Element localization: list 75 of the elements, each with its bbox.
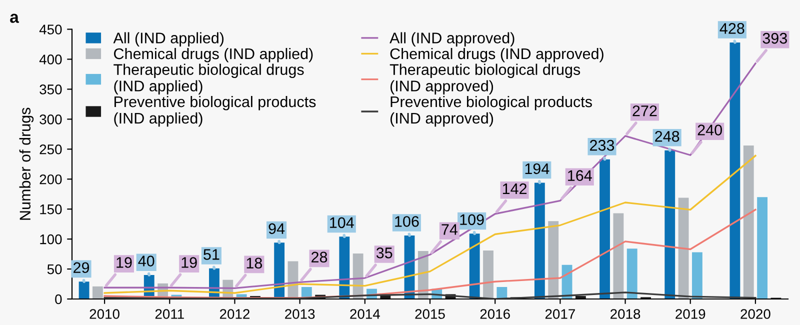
legend-label: Therapeutic biological drugs (IND applied) — [114, 64, 304, 94]
data-label: 233 — [590, 140, 614, 151]
legend-label: Chemical drugs (IND approved) — [390, 48, 604, 62]
x-tick-label: 2014 — [350, 309, 380, 319]
y-tick-label: 350 — [40, 84, 62, 94]
data-label: 109 — [460, 214, 484, 226]
y-tick-label: 0 — [55, 294, 62, 304]
bar — [339, 236, 350, 299]
data-label: 428 — [720, 23, 744, 34]
data-label: 18 — [246, 258, 262, 269]
bar — [692, 252, 702, 299]
y-tick-label: 250 — [40, 144, 62, 154]
line-series — [104, 154, 756, 294]
data-label: 106 — [395, 216, 419, 227]
data-label: 19 — [116, 257, 132, 268]
data-label: 240 — [698, 124, 722, 136]
data-label: 142 — [502, 183, 527, 194]
x-tick-label: 2015 — [415, 309, 445, 319]
data-label: 28 — [312, 252, 328, 263]
bar — [483, 250, 494, 299]
x-tick-label: 2018 — [610, 309, 640, 319]
data-label: 74 — [442, 224, 458, 235]
x-tick-label: 2013 — [285, 309, 315, 319]
bar — [274, 242, 285, 299]
legend-label: All (IND applied) — [113, 32, 224, 46]
y-tick-label: 150 — [40, 204, 62, 214]
bar — [757, 197, 768, 299]
y-axis-title: Number of drugs — [19, 108, 34, 220]
bar — [469, 234, 480, 299]
legend-label: Therapeutic biological drugs (IND approved) — [390, 64, 580, 94]
y-tick-label: 200 — [40, 174, 62, 184]
text: a — [10, 14, 19, 23]
bar — [626, 248, 638, 299]
y-tick-label: 400 — [39, 54, 62, 64]
bar — [92, 286, 103, 299]
bar — [496, 287, 508, 299]
bar — [743, 146, 754, 299]
x-tick-label: 2012 — [220, 309, 250, 319]
data-label: 29 — [74, 262, 90, 274]
x-tick-label: 2019 — [676, 309, 706, 319]
data-label: 51 — [204, 249, 220, 260]
data-label: 19 — [182, 257, 197, 268]
y-tick-label: 50 — [47, 264, 62, 274]
data-label: 164 — [568, 170, 592, 182]
data-label: 194 — [525, 163, 550, 174]
data-label: 35 — [376, 248, 392, 258]
bar — [664, 150, 676, 299]
x-tick-label: 2017 — [545, 309, 575, 319]
data-label: 94 — [268, 223, 285, 234]
bar — [548, 221, 559, 299]
x-tick-label: 2011 — [155, 309, 184, 319]
x-tick-label: 2010 — [90, 309, 120, 319]
data-label: 248 — [655, 130, 680, 142]
bar — [534, 182, 545, 299]
x-tick-label: 2020 — [740, 309, 770, 319]
y-tick-label: 300 — [40, 114, 62, 124]
legend-label: Chemical drugs (IND applied) — [114, 48, 313, 62]
y-tick-label: 100 — [40, 234, 62, 244]
data-label: 40 — [138, 256, 154, 266]
bar — [613, 213, 624, 299]
legend-label: Preventive biological products (IND approved) — [390, 96, 592, 127]
legend-label: Preventive biological products (IND applied) — [114, 96, 316, 127]
x-tick-label: 2016 — [480, 309, 510, 319]
line-series — [104, 292, 756, 299]
data-label: 104 — [330, 217, 354, 228]
y-tick-label: 450 — [39, 24, 62, 34]
line-series — [104, 208, 756, 299]
bar — [600, 159, 610, 299]
line-series — [104, 62, 756, 290]
data-label: 272 — [632, 105, 657, 116]
data-label: 393 — [762, 32, 787, 44]
legend-label: All (IND approved) — [390, 32, 514, 46]
bar — [730, 42, 740, 299]
bar — [78, 282, 90, 299]
bar — [678, 198, 689, 299]
